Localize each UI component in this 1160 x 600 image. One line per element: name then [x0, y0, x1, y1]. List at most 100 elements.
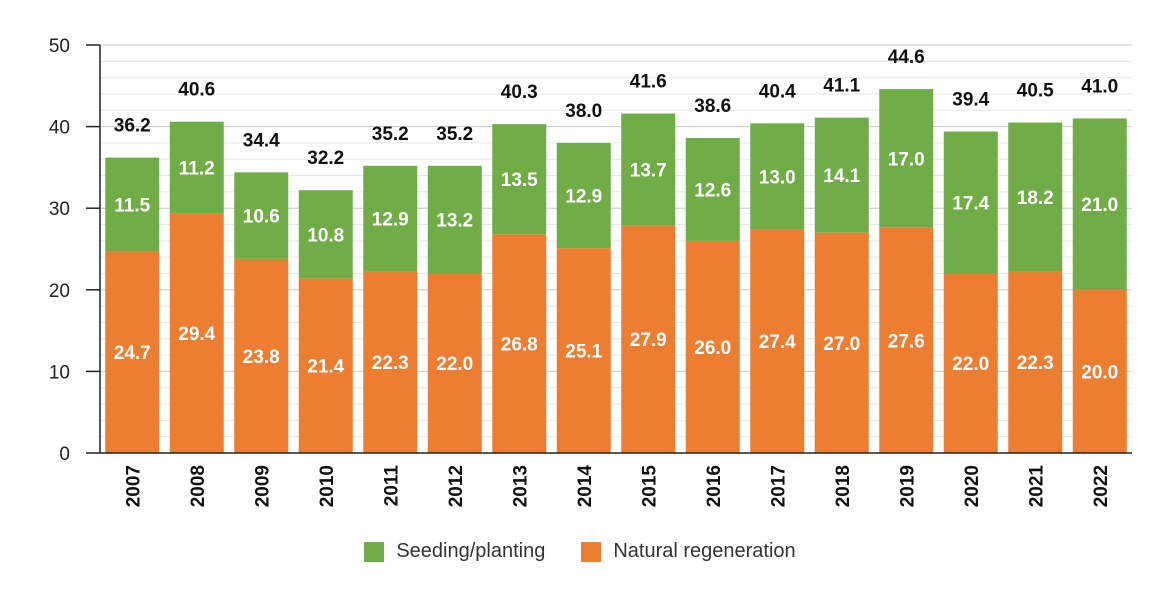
bar-seeding-planting — [879, 89, 934, 228]
x-tick-label: 2021 — [1026, 465, 1047, 508]
x-tick-label: 2007 — [123, 465, 144, 507]
data-label-seeding-planting: 14.1 — [823, 166, 860, 187]
bar-seeding-planting — [298, 190, 353, 279]
data-label-natural-regeneration: 22.3 — [1017, 353, 1054, 374]
bar-seeding-planting — [105, 157, 160, 252]
bar-natural-regeneration — [169, 213, 224, 453]
data-label-natural-regeneration: 22.3 — [372, 353, 409, 374]
bar-natural-regeneration — [492, 234, 547, 453]
x-tick-label: 2013 — [510, 465, 531, 507]
bar-natural-regeneration — [427, 273, 482, 453]
data-label-natural-regeneration: 27.6 — [888, 331, 925, 352]
bar-natural-regeneration — [1008, 271, 1063, 453]
x-tick-label: 2016 — [704, 465, 725, 507]
data-label-natural-regeneration: 20.0 — [1081, 362, 1118, 383]
data-label-total: 39.4 — [952, 89, 989, 110]
x-tick-label: 2010 — [317, 465, 338, 507]
data-label-seeding-planting: 11.2 — [179, 158, 215, 179]
x-tick-label: 2018 — [833, 465, 854, 507]
bar-natural-regeneration — [105, 251, 160, 453]
bar-seeding-planting — [943, 131, 998, 274]
bar-natural-regeneration — [685, 240, 740, 453]
bar-seeding-planting — [169, 121, 224, 214]
data-label-total: 40.4 — [759, 81, 796, 102]
data-label-natural-regeneration: 22.0 — [952, 354, 989, 375]
data-label-total: 36.2 — [114, 116, 151, 137]
bar-natural-regeneration — [943, 273, 998, 453]
data-label-natural-regeneration: 27.9 — [630, 330, 667, 351]
data-label-total: 40.6 — [178, 80, 215, 101]
data-label-seeding-planting: 17.0 — [888, 149, 925, 170]
x-tick-label: 2022 — [1091, 465, 1112, 507]
x-tick-label: 2019 — [897, 465, 918, 507]
data-label-natural-regeneration: 26.8 — [501, 335, 538, 356]
data-label-total: 41.6 — [630, 72, 667, 93]
data-label-natural-regeneration: 29.4 — [178, 324, 215, 345]
data-label-seeding-planting: 12.9 — [372, 209, 409, 230]
bar-natural-regeneration — [621, 225, 676, 453]
bar-seeding-planting — [750, 123, 805, 230]
data-label-total: 34.4 — [243, 130, 280, 151]
data-label-total: 32.2 — [307, 148, 344, 169]
data-label-seeding-planting: 10.6 — [243, 207, 280, 228]
y-tick-label: 40 — [49, 118, 70, 139]
bar-seeding-planting — [427, 165, 482, 274]
data-label-seeding-planting: 10.8 — [307, 225, 344, 246]
data-label-total: 35.2 — [436, 124, 473, 145]
bar-natural-regeneration — [363, 271, 418, 453]
bar-seeding-planting — [1008, 122, 1063, 272]
legend-swatch-seeding — [364, 541, 385, 562]
y-tick-label: 50 — [49, 36, 70, 57]
data-label-total: 41.0 — [1081, 76, 1118, 97]
data-label-natural-regeneration: 24.7 — [114, 343, 151, 364]
data-label-seeding-planting: 21.0 — [1081, 195, 1118, 216]
x-tick-label: 2017 — [768, 465, 789, 507]
stacked-bar-chart: 0 10 20 30 40 50 24.7 11.5 36.2 2007 29.4 11.2 40.6 2… — [49, 36, 1132, 508]
data-label-natural-regeneration: 23.8 — [243, 347, 280, 368]
data-label-seeding-planting: 12.6 — [694, 180, 731, 201]
data-label-natural-regeneration: 26.0 — [694, 338, 731, 359]
legend-label-seeding: Seeding/planting — [396, 540, 546, 562]
data-label-seeding-planting: 18.2 — [1017, 188, 1054, 209]
data-label-total: 35.2 — [372, 124, 409, 145]
data-label-seeding-planting: 17.4 — [952, 193, 989, 214]
y-tick-label: 30 — [49, 199, 70, 220]
y-tick-label: 20 — [49, 281, 70, 302]
bar-seeding-planting — [234, 172, 289, 259]
data-label-natural-regeneration: 21.4 — [307, 357, 344, 378]
data-label-total: 38.6 — [694, 96, 731, 117]
x-tick-label: 2011 — [381, 465, 402, 507]
data-label-seeding-planting: 13.0 — [759, 167, 796, 188]
data-label-natural-regeneration: 25.1 — [565, 342, 602, 363]
data-label-total: 44.6 — [888, 47, 925, 68]
legend-item-natural: Natural regeneration — [581, 540, 796, 563]
bar-seeding-planting — [1072, 118, 1127, 290]
data-label-seeding-planting: 12.9 — [565, 187, 602, 208]
data-label-seeding-planting: 13.7 — [630, 160, 667, 181]
y-tick-label: 10 — [49, 362, 70, 383]
x-tick-label: 2012 — [446, 465, 467, 507]
x-tick-label: 2020 — [962, 465, 983, 507]
bar-seeding-planting — [621, 113, 676, 226]
data-label-total: 38.0 — [565, 101, 602, 122]
bar-natural-regeneration — [298, 278, 353, 453]
data-label-seeding-planting: 13.2 — [436, 211, 473, 232]
data-label-total: 40.5 — [1017, 81, 1054, 102]
legend-label-natural: Natural regeneration — [613, 540, 796, 562]
x-tick-label: 2008 — [188, 465, 209, 507]
x-tick-label: 2009 — [252, 465, 273, 507]
bar-natural-regeneration — [234, 258, 289, 453]
x-tick-label: 2014 — [575, 465, 596, 508]
data-label-natural-regeneration: 27.4 — [759, 332, 796, 353]
bar-seeding-planting — [363, 165, 418, 272]
data-label-natural-regeneration: 27.0 — [823, 334, 860, 355]
legend-item-seeding: Seeding/planting — [364, 540, 545, 563]
legend: Seeding/planting Natural regeneration — [0, 540, 1160, 563]
data-label-total: 41.1 — [823, 76, 860, 97]
data-label-total: 40.3 — [501, 82, 538, 103]
data-label-natural-regeneration: 22.0 — [436, 354, 473, 375]
bar-natural-regeneration — [1072, 289, 1127, 453]
bar-natural-regeneration — [879, 227, 934, 453]
bar-natural-regeneration — [750, 229, 805, 453]
